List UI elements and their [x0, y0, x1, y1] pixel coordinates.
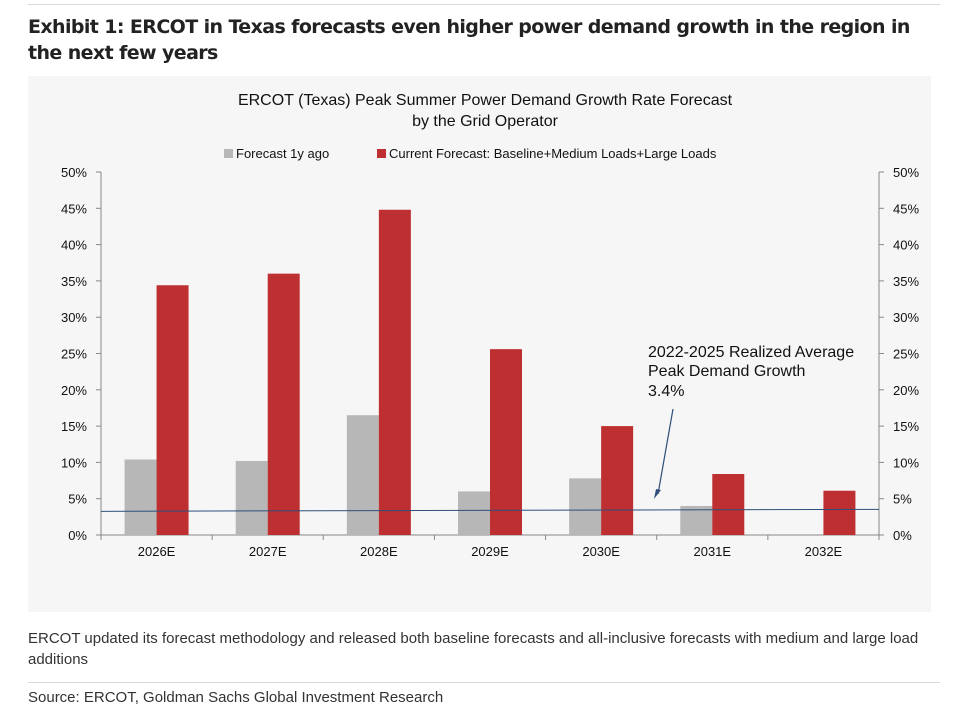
bar-current-forecast [712, 474, 745, 535]
left-y-tick-label: 40% [61, 238, 87, 253]
chart-note: ERCOT updated its forecast methodology a… [28, 630, 919, 668]
left-y-tick-label: 45% [61, 201, 87, 216]
bottom-divider [28, 682, 940, 683]
axes: 0% 0% 5% 5% 10% 10% 15% 15% 20% 20% 25% 25% 30% 30% 35… [61, 165, 919, 559]
left-y-tick-label: 20% [61, 383, 87, 398]
x-tick-label: 2027E [249, 544, 287, 559]
annotation-arrow [657, 408, 674, 495]
chart-title-line-2: by the Grid Operator [412, 113, 559, 130]
bar-chart: ERCOT (Texas) Peak Summer Power Demand G… [61, 92, 919, 559]
x-tick-label: 2029E [471, 544, 509, 559]
legend-swatch-forecast-1y-ago [224, 149, 233, 158]
annotation-line-1: 2022-2025 Realized Average [648, 344, 854, 361]
bars [124, 209, 856, 535]
left-y-tick-label: 30% [61, 310, 87, 325]
reference-line [100, 508, 880, 512]
right-y-tick-label: 25% [893, 347, 919, 362]
x-tick-label: 2026E [138, 544, 176, 559]
source-line: Source: ERCOT, Goldman Sachs Global Inve… [28, 689, 444, 706]
left-y-tick-label: 0% [68, 528, 87, 543]
legend-label-current-forecast: Current Forecast: Baseline+Medium Loads+… [389, 146, 717, 161]
bar-current-forecast [156, 285, 189, 535]
bar-forecast-1y-ago [680, 505, 713, 535]
bar-forecast-1y-ago [458, 491, 490, 535]
reference-line-group [100, 508, 880, 512]
bar-current-forecast [490, 349, 522, 535]
bar-current-forecast [823, 490, 856, 535]
right-y-tick-label: 45% [893, 201, 919, 216]
bar-forecast-1y-ago [124, 459, 157, 535]
x-tick-label: 2031E [693, 544, 731, 559]
left-y-tick-label: 25% [61, 347, 87, 362]
chart-title-line-1: ERCOT (Texas) Peak Summer Power Demand G… [238, 92, 733, 109]
left-y-tick-label: 15% [61, 419, 87, 434]
right-y-tick-label: 20% [893, 383, 919, 398]
x-tick-label: 2032E [805, 544, 843, 559]
left-y-tick-label: 35% [61, 274, 87, 289]
legend-swatch-current-forecast [377, 149, 386, 158]
right-y-tick-label: 5% [893, 492, 912, 507]
bar-forecast-1y-ago [346, 415, 379, 535]
annotation-line-2: Peak Demand Growth [648, 363, 805, 380]
right-y-tick-label: 40% [893, 238, 919, 253]
bar-forecast-1y-ago [569, 478, 602, 535]
annotation-arrowhead [654, 489, 661, 499]
right-y-tick-label: 15% [893, 419, 919, 434]
x-tick-label: 2028E [360, 544, 398, 559]
bar-current-forecast [601, 426, 634, 535]
right-y-tick-label: 30% [893, 310, 919, 325]
right-y-tick-label: 10% [893, 455, 919, 470]
x-tick-label: 2030E [582, 544, 620, 559]
legend-label-forecast-1y-ago: Forecast 1y ago [236, 146, 329, 161]
left-y-tick-label: 10% [61, 455, 87, 470]
annotation-line-3: 3.4% [648, 383, 684, 400]
left-y-tick-label: 50% [61, 165, 87, 180]
exhibit-title: Exhibit 1: ERCOT in Texas forecasts even… [28, 16, 910, 64]
left-y-tick-label: 5% [68, 492, 87, 507]
right-y-tick-label: 35% [893, 274, 919, 289]
top-divider [28, 4, 940, 5]
bar-current-forecast [378, 209, 411, 535]
bar-forecast-1y-ago [235, 460, 268, 535]
bar-current-forecast [267, 273, 300, 535]
right-y-tick-label: 50% [893, 165, 919, 180]
right-y-tick-label: 0% [893, 528, 912, 543]
